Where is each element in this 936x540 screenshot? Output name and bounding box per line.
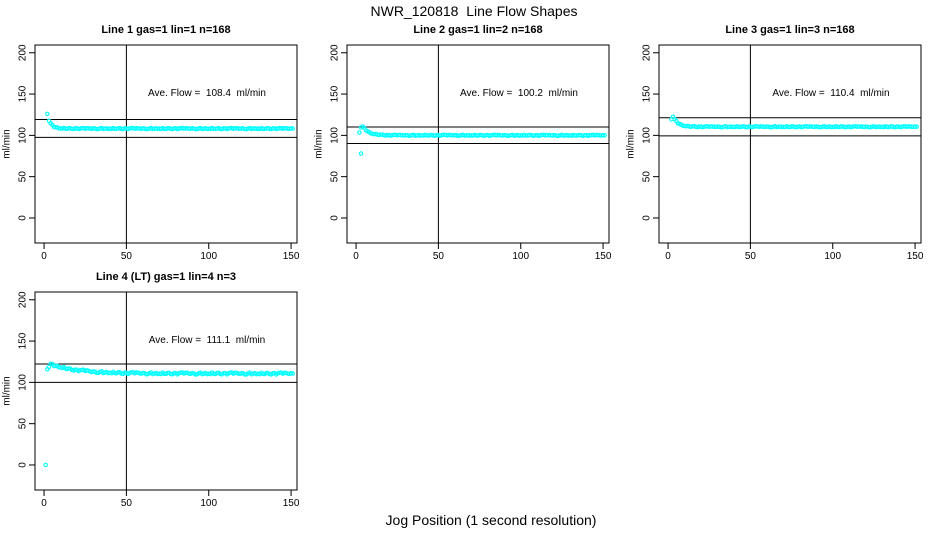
svg-text:150: 150 xyxy=(18,85,29,102)
svg-text:150: 150 xyxy=(18,332,29,349)
figure-title: NWR_120818 Line Flow Shapes xyxy=(370,3,578,19)
svg-text:150: 150 xyxy=(907,251,924,262)
svg-text:50: 50 xyxy=(18,418,29,430)
x-axis-label: Jog Position (1 second resolution) xyxy=(385,512,597,528)
svg-text:0: 0 xyxy=(642,215,653,221)
svg-text:0: 0 xyxy=(665,251,671,262)
svg-text:200: 200 xyxy=(642,44,653,61)
svg-text:0: 0 xyxy=(18,462,29,468)
panel-line-3: 0 50 100 150 200 0 50 100 150 Line 3 gas=1 lin=3… xyxy=(624,22,936,266)
svg-text:100: 100 xyxy=(824,251,841,262)
plot-area-line-3: 0 50 100 150 200 0 50 100 150 xyxy=(642,44,924,262)
svg-text:50: 50 xyxy=(330,171,341,183)
svg-text:100: 100 xyxy=(330,127,341,144)
y-axis-label-line-3: ml/min xyxy=(625,129,637,159)
panel-title-line-2: Line 2 gas=1 lin=2 n=168 xyxy=(413,24,543,36)
plot-area-line-4-lt: 0 50 100 150 200 0 50 100 150 xyxy=(18,291,300,509)
svg-text:150: 150 xyxy=(642,85,653,102)
svg-text:200: 200 xyxy=(18,291,29,308)
svg-text:100: 100 xyxy=(18,374,29,391)
plot-area-line-2: 0 50 100 150 200 0 50 100 150 xyxy=(330,44,612,262)
svg-text:0: 0 xyxy=(41,498,47,509)
svg-text:150: 150 xyxy=(595,251,612,262)
svg-text:200: 200 xyxy=(18,44,29,61)
svg-text:50: 50 xyxy=(121,251,133,262)
ave-flow-annotation-line-4-lt: Ave. Flow = 111.1 ml/min xyxy=(148,335,266,346)
svg-text:50: 50 xyxy=(745,251,757,262)
svg-text:100: 100 xyxy=(512,251,529,262)
ave-flow-annotation-line-1: Ave. Flow = 108.4 ml/min xyxy=(148,88,266,99)
svg-text:150: 150 xyxy=(330,85,341,102)
svg-text:0: 0 xyxy=(18,215,29,221)
plot-area-line-1: 0 50 100 150 200 0 50 100 150 xyxy=(18,44,300,262)
svg-text:150: 150 xyxy=(283,251,300,262)
y-axis-label-line-4-lt: ml/min xyxy=(1,376,13,406)
svg-text:100: 100 xyxy=(642,127,653,144)
svg-text:200: 200 xyxy=(330,44,341,61)
panel-line-1: 0 50 100 150 200 0 50 100 150 Line 1 gas=1 lin=1… xyxy=(0,22,312,266)
svg-text:150: 150 xyxy=(283,498,300,509)
svg-text:50: 50 xyxy=(121,498,133,509)
panel-line-4-lt: 0 50 100 150 200 0 50 100 150 Line 4 (LT) gas=1 … xyxy=(0,269,312,513)
panel-title-line-3: Line 3 gas=1 lin=3 n=168 xyxy=(725,24,855,36)
svg-text:100: 100 xyxy=(200,498,217,509)
svg-text:0: 0 xyxy=(353,251,359,262)
svg-text:0: 0 xyxy=(330,215,341,221)
y-axis-label-line-2: ml/min xyxy=(313,129,325,159)
panel-title-line-1: Line 1 gas=1 lin=1 n=168 xyxy=(101,24,231,36)
svg-text:100: 100 xyxy=(200,251,217,262)
svg-text:100: 100 xyxy=(18,127,29,144)
ave-flow-annotation-line-2: Ave. Flow = 100.2 ml/min xyxy=(460,88,578,99)
y-axis-label-line-1: ml/min xyxy=(1,129,13,159)
svg-text:50: 50 xyxy=(433,251,445,262)
svg-text:50: 50 xyxy=(18,171,29,183)
panel-title-line-4-lt: Line 4 (LT) gas=1 lin=4 n=3 xyxy=(95,271,237,283)
ave-flow-annotation-line-3: Ave. Flow = 110.4 ml/min xyxy=(772,88,890,99)
svg-text:50: 50 xyxy=(642,171,653,183)
svg-text:0: 0 xyxy=(41,251,47,262)
panel-line-2: 0 50 100 150 200 0 50 100 150 Line 2 gas=1 lin=2… xyxy=(312,22,624,266)
